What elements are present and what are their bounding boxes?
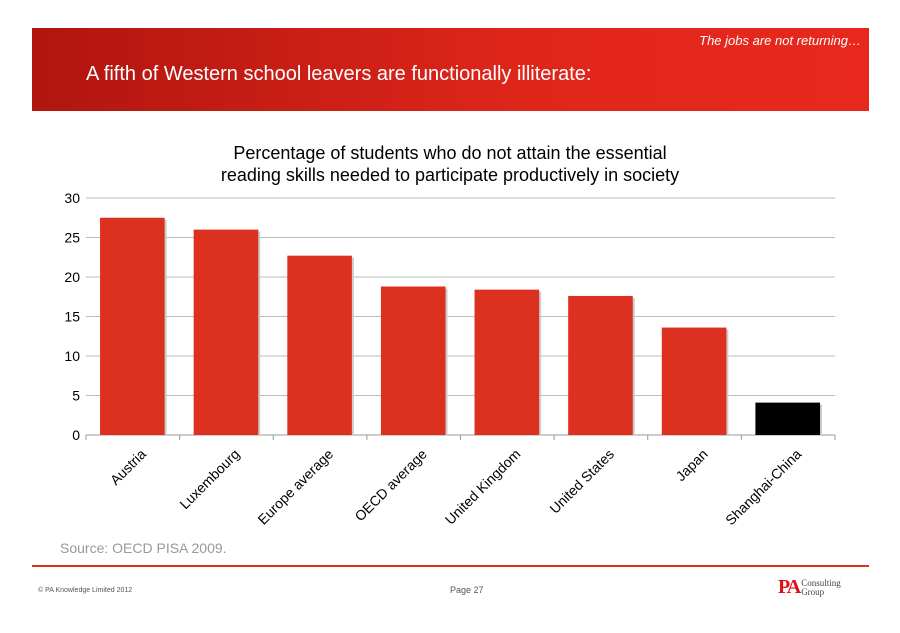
pa-consulting-logo: PA Consulting Group [778, 576, 841, 599]
slide-title: A fifth of Western school leavers are fu… [86, 63, 592, 85]
bar [661, 327, 727, 435]
copyright: © PA Knowledge Limited 2012 [38, 587, 133, 594]
y-tick-label: 10 [64, 348, 80, 364]
x-tick-label: Japan [672, 446, 710, 484]
bar [380, 286, 446, 435]
bar-chart: 0 5 10 15 20 25 30 Austria Luxembourg Europe aver… [64, 190, 836, 528]
chart-title: Percentage of students who do not attain… [150, 142, 750, 186]
bar [287, 255, 352, 435]
bar [193, 229, 259, 435]
header-banner: The jobs are not returning… A fifth of W… [32, 28, 869, 111]
chart-title-line2: reading skills needed to participate pro… [220, 165, 680, 185]
page-number: Page 27 [450, 585, 484, 595]
bar [755, 402, 821, 435]
y-tick-label: 0 [72, 427, 80, 443]
bar [568, 295, 633, 435]
bar [474, 289, 540, 435]
x-tick-label: Europe average [254, 446, 336, 528]
y-tick-label: 5 [72, 388, 80, 404]
logo-line1: Consulting [801, 577, 841, 588]
x-tick-label: Shanghai-China [722, 446, 804, 528]
tagline: The jobs are not returning… [699, 33, 861, 48]
footer-divider [32, 565, 869, 567]
logo-line2: Group [801, 586, 825, 597]
x-tick-label: Luxembourg [176, 446, 242, 512]
chart-title-line1: Percentage of students who do not attain… [233, 143, 667, 163]
x-tick-label: OECD average [351, 446, 430, 525]
x-tick-label: United Kingdom [442, 446, 524, 528]
y-tick-label: 30 [64, 190, 80, 206]
x-tick-label: United States [546, 446, 617, 517]
logo-pa: PA [778, 576, 801, 598]
x-tick-label: Austria [107, 446, 149, 488]
bar [100, 217, 165, 435]
y-tick-label: 15 [64, 309, 80, 325]
y-tick-label: 20 [64, 269, 80, 285]
source-note: Source: OECD PISA 2009. [60, 540, 227, 556]
y-tick-label: 25 [64, 230, 80, 246]
